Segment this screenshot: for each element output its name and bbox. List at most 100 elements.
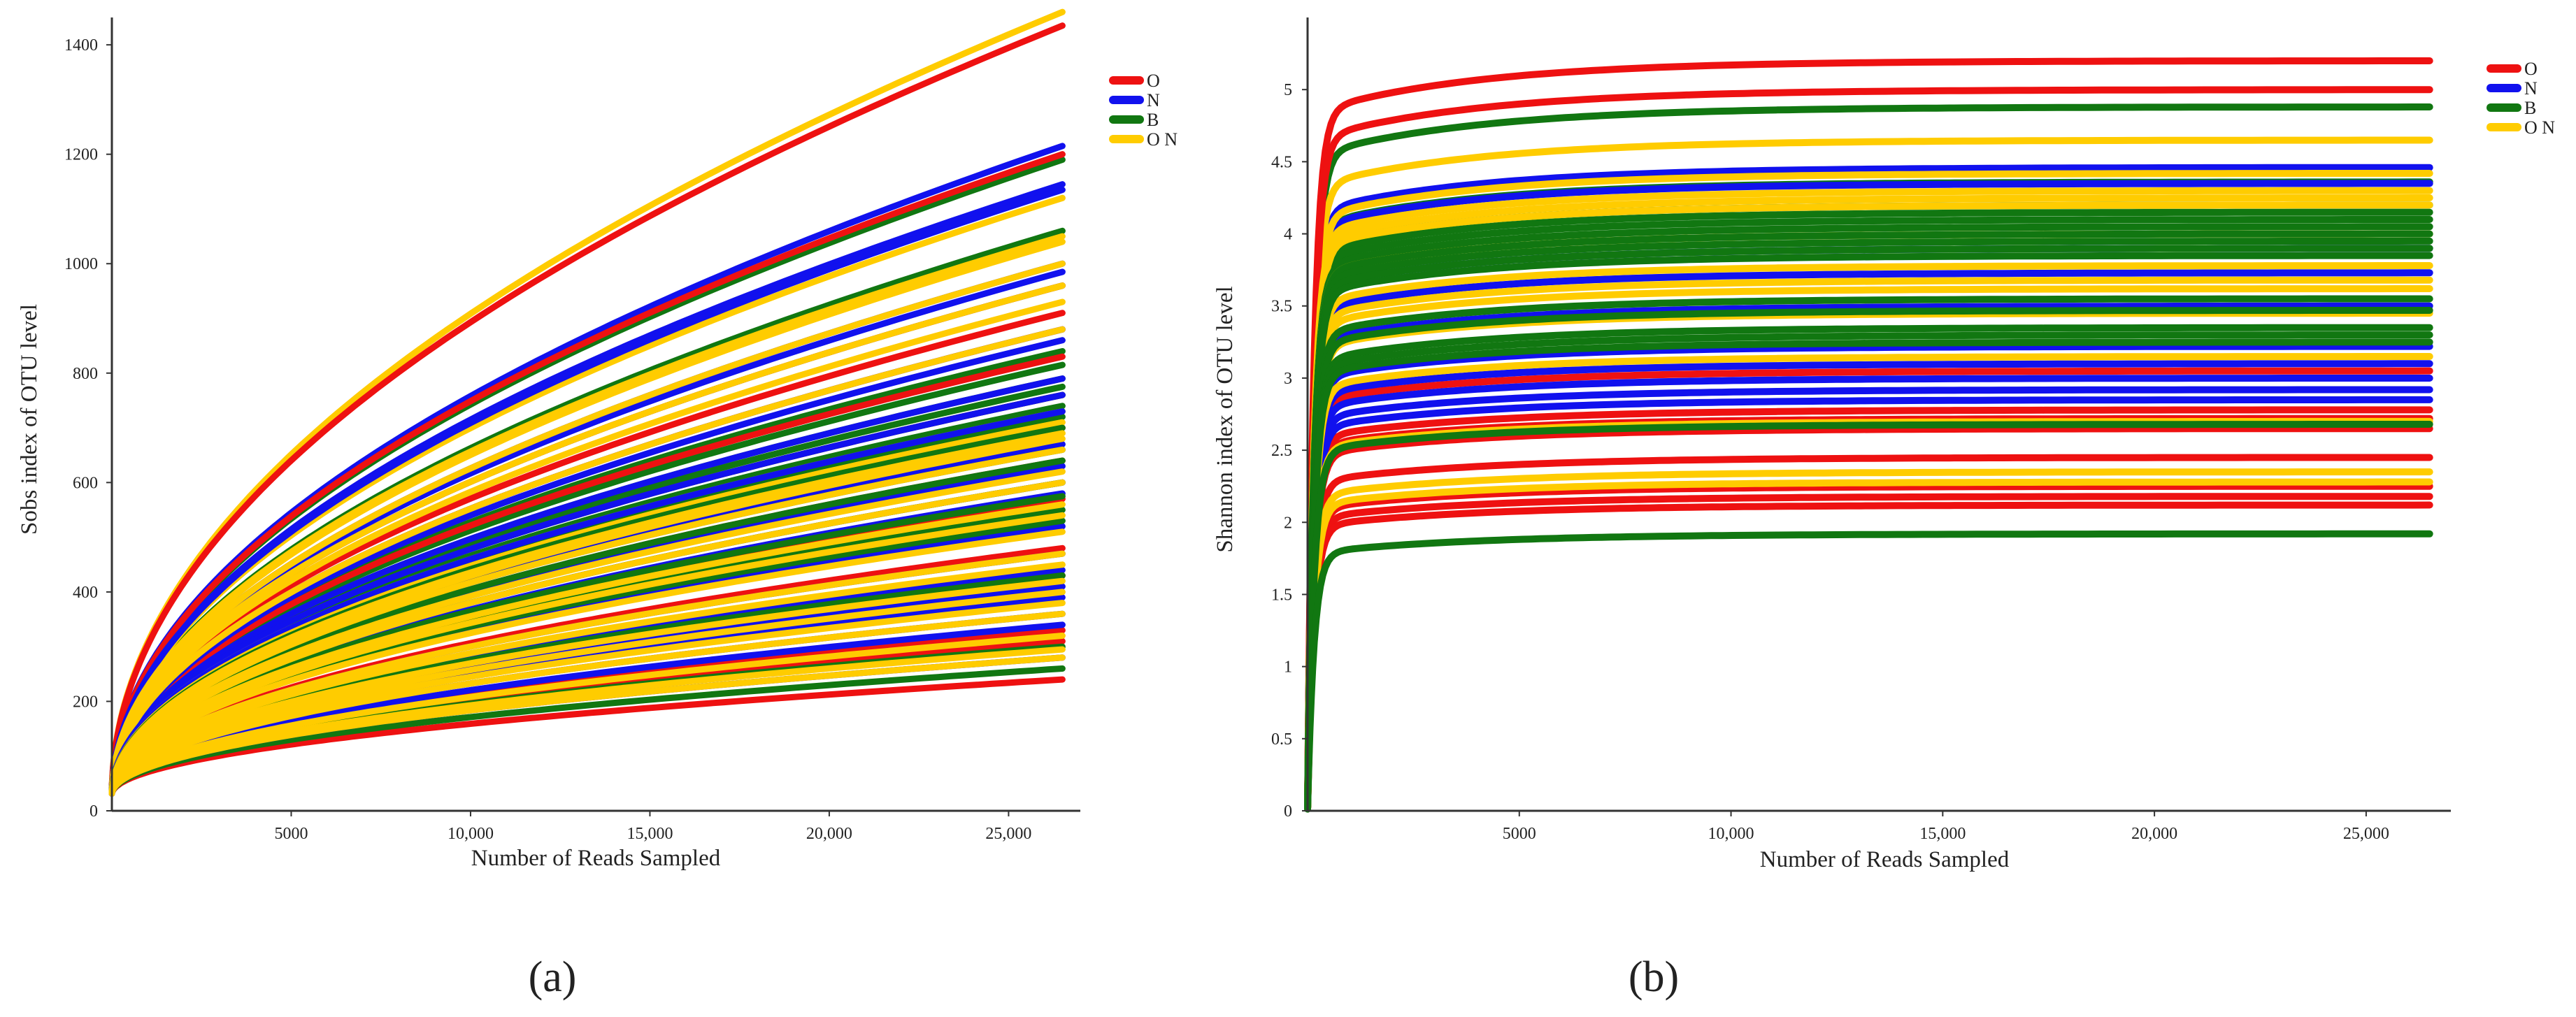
series-line-b (1304, 230, 2433, 811)
y-tick-label: 4 (1284, 226, 1292, 244)
x-tick-label: 25,000 (2343, 825, 2389, 843)
legend-label: B (2524, 98, 2536, 118)
x-axis-title-a: Number of Reads Sampled (471, 846, 721, 871)
series-line-o-n (108, 298, 1066, 795)
series-line-o-n (1304, 194, 2433, 811)
series-line-o-n (1304, 285, 2433, 812)
series-line-n (1304, 360, 2433, 812)
series-line-o-n (108, 654, 1066, 797)
y-tick-labels-a: 0 200 400 600 800 1000 1200 1400 (64, 36, 112, 821)
series-line-n (1304, 269, 2433, 812)
series-line-o-n (108, 326, 1066, 795)
legend-label: O (2524, 59, 2538, 79)
series-line-o-n (1304, 262, 2433, 812)
legend-label: N (1147, 90, 1160, 110)
legend-label: O N (2524, 117, 2555, 138)
y-tick-label: 0 (1284, 802, 1292, 821)
series-line-n (1304, 302, 2433, 812)
x-axis-title-b: Number of Reads Sampled (1760, 847, 2010, 872)
y-tick-label: 1400 (64, 36, 98, 55)
y-axis-title-b: Shannon index of OTU level (1212, 286, 1238, 552)
y-tick-label: 3 (1284, 370, 1292, 388)
series-line-o-n (1304, 478, 2433, 813)
series-line-o (1304, 482, 2433, 813)
legend-label: B (1147, 110, 1159, 130)
series-line-b (1304, 338, 2433, 812)
x-tick-label: 20,000 (806, 825, 852, 843)
series-line-o (1304, 454, 2433, 812)
x-tick-label: 25,000 (985, 825, 1031, 843)
series-line-o (1304, 367, 2433, 812)
series-line-o-n (1304, 187, 2433, 811)
y-tick-label: 1.5 (1271, 586, 1292, 604)
series-line-o (108, 22, 1066, 793)
series-line-n (1304, 180, 2433, 811)
y-tick-label: 1200 (64, 146, 98, 164)
series-line-n (108, 187, 1066, 794)
series-line-b (1304, 421, 2433, 812)
y-axis-title-a: Sobs index of OTU level (17, 304, 42, 535)
chart-panel-a: 0 200 400 600 800 1000 1200 1400 5000 10,000 15,0… (17, 8, 1178, 1001)
panel-label-b: (b) (1629, 953, 1679, 1001)
panel-label-a: (a) (529, 953, 577, 1001)
y-tick-label: 600 (73, 474, 98, 492)
series-line-o-n (1304, 170, 2433, 811)
series-line-b (1304, 295, 2433, 812)
chart-panel-b: 0 0.5 1 1.5 2 2.5 3 3.5 4 4.5 5 5000 10,000 15,000 20… (1212, 17, 2555, 1001)
series-line-o-n (1304, 136, 2433, 811)
series-line-o (1304, 501, 2433, 813)
legend-label: N (2524, 78, 2538, 99)
x-tick-label: 10,000 (448, 825, 494, 843)
y-tick-label: 200 (73, 693, 98, 711)
y-tick-label: 3.5 (1271, 298, 1292, 316)
series-line-b (1304, 237, 2433, 811)
series-line-n (1304, 396, 2433, 812)
series-line-b (1304, 208, 2433, 811)
series-line-b (1304, 324, 2433, 812)
y-tick-labels-b: 0 0.5 1 1.5 2 2.5 3 3.5 4 4.5 5 (1271, 81, 1308, 821)
series-line-o-n (108, 446, 1066, 795)
legend-label: O (1147, 71, 1160, 91)
legend-label: O N (1147, 129, 1178, 150)
x-tick-labels-a: 5000 10,000 15,000 20,000 25,000 (274, 811, 1031, 843)
x-tick-label: 10,000 (1708, 825, 1754, 843)
series-line-n (1304, 375, 2433, 812)
series-line-o-n (1304, 276, 2433, 812)
y-tick-label: 0.5 (1271, 730, 1292, 749)
y-tick-label: 2.5 (1271, 442, 1292, 460)
y-tick-label: 2 (1284, 514, 1292, 532)
series-line-o (1304, 86, 2433, 810)
series-line-b (1304, 103, 2433, 810)
series-line-b (1304, 307, 2433, 812)
series-line-b (1304, 223, 2433, 811)
series-line-n (1304, 386, 2433, 812)
series-line-o-n (1304, 468, 2433, 812)
series-line-o-n (108, 479, 1066, 796)
x-tick-label: 15,000 (1919, 825, 1966, 843)
series-line-o (1304, 425, 2433, 812)
x-tick-label: 15,000 (627, 825, 673, 843)
series-line-o-n (1304, 353, 2433, 812)
series-curves-b (1304, 57, 2433, 813)
series-line-o (1304, 57, 2433, 810)
y-tick-label: 4.5 (1271, 153, 1292, 171)
y-tick-label: 800 (73, 365, 98, 383)
x-tick-label: 20,000 (2131, 825, 2177, 843)
series-line-o (1304, 406, 2433, 812)
x-tick-label: 5000 (274, 825, 308, 843)
series-line-o (1304, 493, 2433, 813)
y-tick-label: 0 (90, 802, 98, 821)
y-tick-label: 400 (73, 584, 98, 602)
series-line-o-n (108, 528, 1066, 796)
series-line-b (1304, 216, 2433, 811)
y-tick-label: 1000 (64, 255, 98, 273)
series-line-b (1304, 245, 2433, 811)
y-tick-label: 5 (1284, 81, 1292, 99)
x-tick-label: 5000 (1503, 825, 1536, 843)
series-line-b (1304, 252, 2433, 812)
series-line-b (1304, 331, 2433, 812)
series-line-n (1304, 342, 2433, 812)
